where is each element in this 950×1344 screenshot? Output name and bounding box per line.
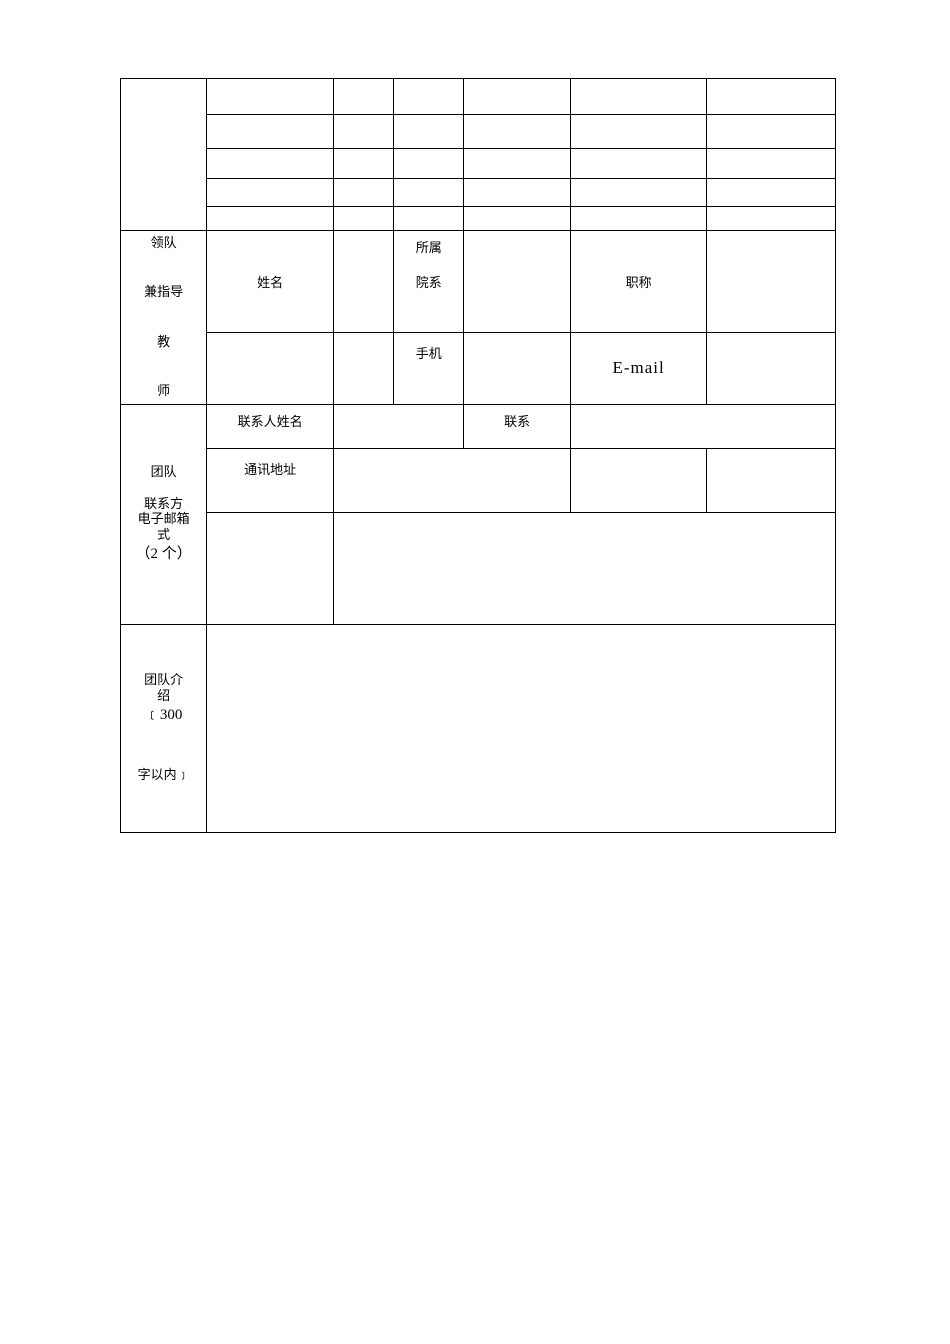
contact-blank1 — [207, 512, 334, 624]
address-extra1 — [570, 448, 707, 512]
leader-header-line1: 领队 — [151, 235, 177, 250]
intro-line1: 团队介 — [144, 672, 183, 688]
intro-line4: 字以内﹞ — [138, 766, 190, 784]
intro-header: 团队介 绍 ﹝300 字以内﹞ — [121, 624, 207, 832]
dept-label-line1: 所属 — [416, 240, 442, 255]
document-page: 领队 兼指导 教 师 姓名 所属 院系 职称 手机 E-mail 团队 联系方 … — [0, 0, 950, 833]
intro-line2: 绍 — [157, 688, 170, 704]
address-value — [333, 448, 570, 512]
contact-value — [570, 404, 835, 448]
form-table: 领队 兼指导 教 师 姓名 所属 院系 职称 手机 E-mail 团队 联系方 … — [120, 78, 836, 833]
table-row — [121, 512, 836, 624]
contact-name-value — [333, 404, 464, 448]
contact-header-line2: 联系方 — [144, 496, 183, 512]
table-row: 领队 兼指导 教 师 姓名 所属 院系 职称 — [121, 231, 836, 333]
contact-header-line5: （2 个） — [136, 544, 192, 565]
table-row: 团队介 绍 ﹝300 字以内﹞ — [121, 624, 836, 832]
address-label: 通讯地址 — [207, 448, 334, 512]
address-extra2 — [707, 448, 836, 512]
contact-header: 团队 联系方 电子邮箱 式 （2 个） — [121, 404, 207, 624]
phone-label: 手机 — [394, 332, 464, 404]
title-value — [707, 231, 836, 333]
contact-blank2 — [333, 512, 835, 624]
title-label: 职称 — [570, 231, 707, 333]
table-row — [121, 149, 836, 179]
leader-header-line2: 兼指导 — [144, 284, 183, 299]
leader-header-line3: 教 — [157, 334, 170, 349]
contact-label: 联系 — [464, 404, 570, 448]
contact-header-line3: 电子邮箱 — [138, 511, 190, 527]
leader-header: 领队 兼指导 教 师 — [121, 231, 207, 405]
table-row — [121, 79, 836, 115]
dept-label: 所属 院系 — [394, 231, 464, 333]
contact-header-line1: 团队 — [151, 463, 177, 481]
contact-header-line4: 式 — [157, 527, 170, 543]
table-row — [121, 115, 836, 149]
intro-line3: ﹝300 — [145, 705, 183, 726]
table-row — [121, 179, 836, 207]
email-label: E-mail — [570, 332, 707, 404]
table-row — [121, 207, 836, 231]
table-row: 团队 联系方 电子邮箱 式 （2 个） 联系人姓名 联系 — [121, 404, 836, 448]
email-value — [707, 332, 836, 404]
name-value — [333, 231, 393, 333]
leader-blank — [207, 332, 334, 404]
leader-blank2 — [333, 332, 393, 404]
dept-label-line2: 院系 — [416, 275, 442, 290]
table-row: 通讯地址 — [121, 448, 836, 512]
contact-name-label: 联系人姓名 — [207, 404, 334, 448]
intro-content — [207, 624, 836, 832]
phone-value — [464, 332, 570, 404]
leader-header-line4: 师 — [157, 383, 170, 398]
name-label: 姓名 — [207, 231, 334, 333]
table-row: 手机 E-mail — [121, 332, 836, 404]
dept-value — [464, 231, 570, 333]
